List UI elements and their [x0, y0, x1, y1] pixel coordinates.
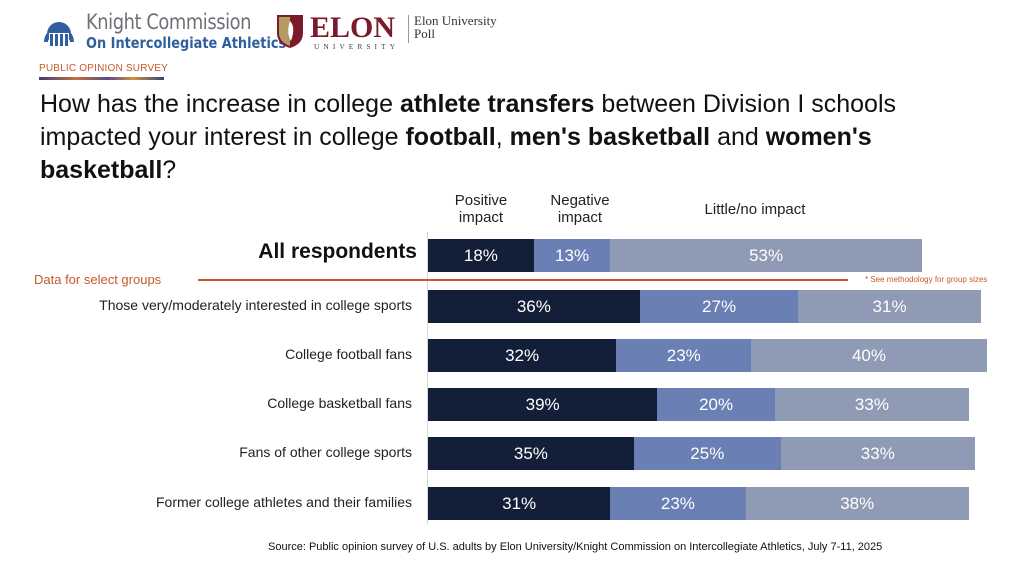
bar-segment-little-no-impact: 33%	[780, 437, 975, 470]
data-label: 53%	[749, 245, 784, 265]
methodology-note: * See methodology for group sizes	[865, 275, 988, 284]
elon-poll-line1: Elon University	[414, 13, 497, 28]
category-label: Former college athletes and their famili…	[155, 494, 412, 510]
legend-label-line: impact	[557, 209, 603, 226]
elon-shield-icon	[277, 15, 303, 48]
knight-logo-subtitle: On Intercollegiate Athletics	[86, 34, 287, 52]
group-divider-label: Data for select groups	[34, 272, 162, 287]
title-emphasis: athlete transfers	[399, 90, 595, 118]
bar-segment-little-no-impact: 38%	[745, 487, 969, 520]
data-label: 18%	[463, 245, 498, 265]
category-label: College football fans	[285, 346, 412, 362]
title-text: between Division I schools impacted your…	[40, 90, 897, 151]
data-label: 25%	[690, 443, 725, 463]
legend-label-line: Negative	[550, 192, 610, 209]
capitol-dome-icon	[44, 22, 74, 46]
data-label: 32%	[505, 345, 540, 365]
elon-poll-label: Elon University Poll	[414, 14, 497, 40]
bar-segment-little-no-impact: 40%	[751, 339, 987, 372]
bar-segment-negative-impact: 20%	[657, 388, 775, 421]
title-text: and	[710, 123, 766, 151]
category-label: Those very/moderately interested in coll…	[99, 297, 412, 313]
category-label: College basketball fans	[267, 395, 412, 411]
bar-segment-negative-impact: 13%	[533, 239, 611, 272]
elon-wordmark: ELON	[310, 11, 396, 44]
bar-segment-negative-impact: 27%	[639, 290, 799, 323]
title-text: How has the increase in college	[40, 90, 400, 118]
data-label: 33%	[860, 443, 895, 463]
data-label: 31%	[872, 296, 907, 316]
bar-segment-negative-impact: 25%	[633, 437, 781, 470]
category-axis-line	[427, 232, 428, 524]
bar-segment-positive-impact: 36%	[428, 290, 640, 323]
title-text: ?	[162, 156, 177, 184]
category-label: All respondents	[258, 240, 417, 263]
bar-segment-positive-impact: 18%	[428, 239, 534, 272]
title-emphasis: football	[405, 123, 496, 151]
bar-segment-little-no-impact: 53%	[610, 239, 922, 272]
data-label: 13%	[555, 245, 590, 265]
group-divider-line	[198, 279, 848, 281]
bar-segment-positive-impact: 31%	[428, 487, 611, 520]
bar-segment-negative-impact: 23%	[610, 487, 746, 520]
chart-title: How has the increase in college athlete …	[40, 88, 940, 187]
category-label: Fans of other college sports	[239, 444, 412, 460]
data-label: 33%	[854, 394, 889, 414]
bar-segment-positive-impact: 35%	[428, 437, 634, 470]
data-label: 40%	[851, 345, 886, 365]
knight-logo-title: Knight Commission	[86, 10, 251, 34]
legend-little-no-impact: Little/no impact	[704, 201, 806, 218]
data-label: 23%	[660, 493, 695, 513]
elon-university-logo: ELON UNIVERSITY Elon University Poll	[276, 11, 516, 53]
bar-segment-positive-impact: 32%	[428, 339, 617, 372]
data-label: 38%	[840, 493, 875, 513]
logo-divider	[408, 15, 409, 43]
data-label: 20%	[699, 394, 734, 414]
bar-segment-negative-impact: 23%	[616, 339, 752, 372]
knight-commission-logo: Knight Commission On Intercollegiate Ath…	[40, 10, 286, 52]
data-label: 31%	[502, 493, 537, 513]
source-note: Source: Public opinion survey of U.S. ad…	[268, 541, 883, 553]
elon-poll-line2: Poll	[414, 26, 435, 41]
title-text: ,	[495, 123, 510, 151]
data-label: 39%	[525, 394, 560, 414]
data-label: 23%	[666, 345, 701, 365]
legend-negative-impact: Negative impact	[540, 192, 620, 226]
survey-label: PUBLIC OPINION SURVEY	[39, 63, 169, 74]
title-emphasis: women's basketball	[40, 123, 872, 184]
bar-segment-little-no-impact: 33%	[774, 388, 969, 421]
elon-subtext: UNIVERSITY	[314, 42, 399, 51]
legend-label-line: Positive	[454, 192, 508, 209]
legend-positive-impact: Positive impact	[441, 192, 521, 226]
data-label: 36%	[516, 296, 551, 316]
bar-segment-little-no-impact: 31%	[798, 290, 981, 323]
data-label: 35%	[513, 443, 548, 463]
title-emphasis: men's basketball	[509, 123, 711, 151]
survey-label-underline	[39, 77, 164, 80]
legend-label-line: impact	[458, 209, 504, 226]
bar-segment-positive-impact: 39%	[428, 388, 658, 421]
data-label: 27%	[702, 296, 737, 316]
